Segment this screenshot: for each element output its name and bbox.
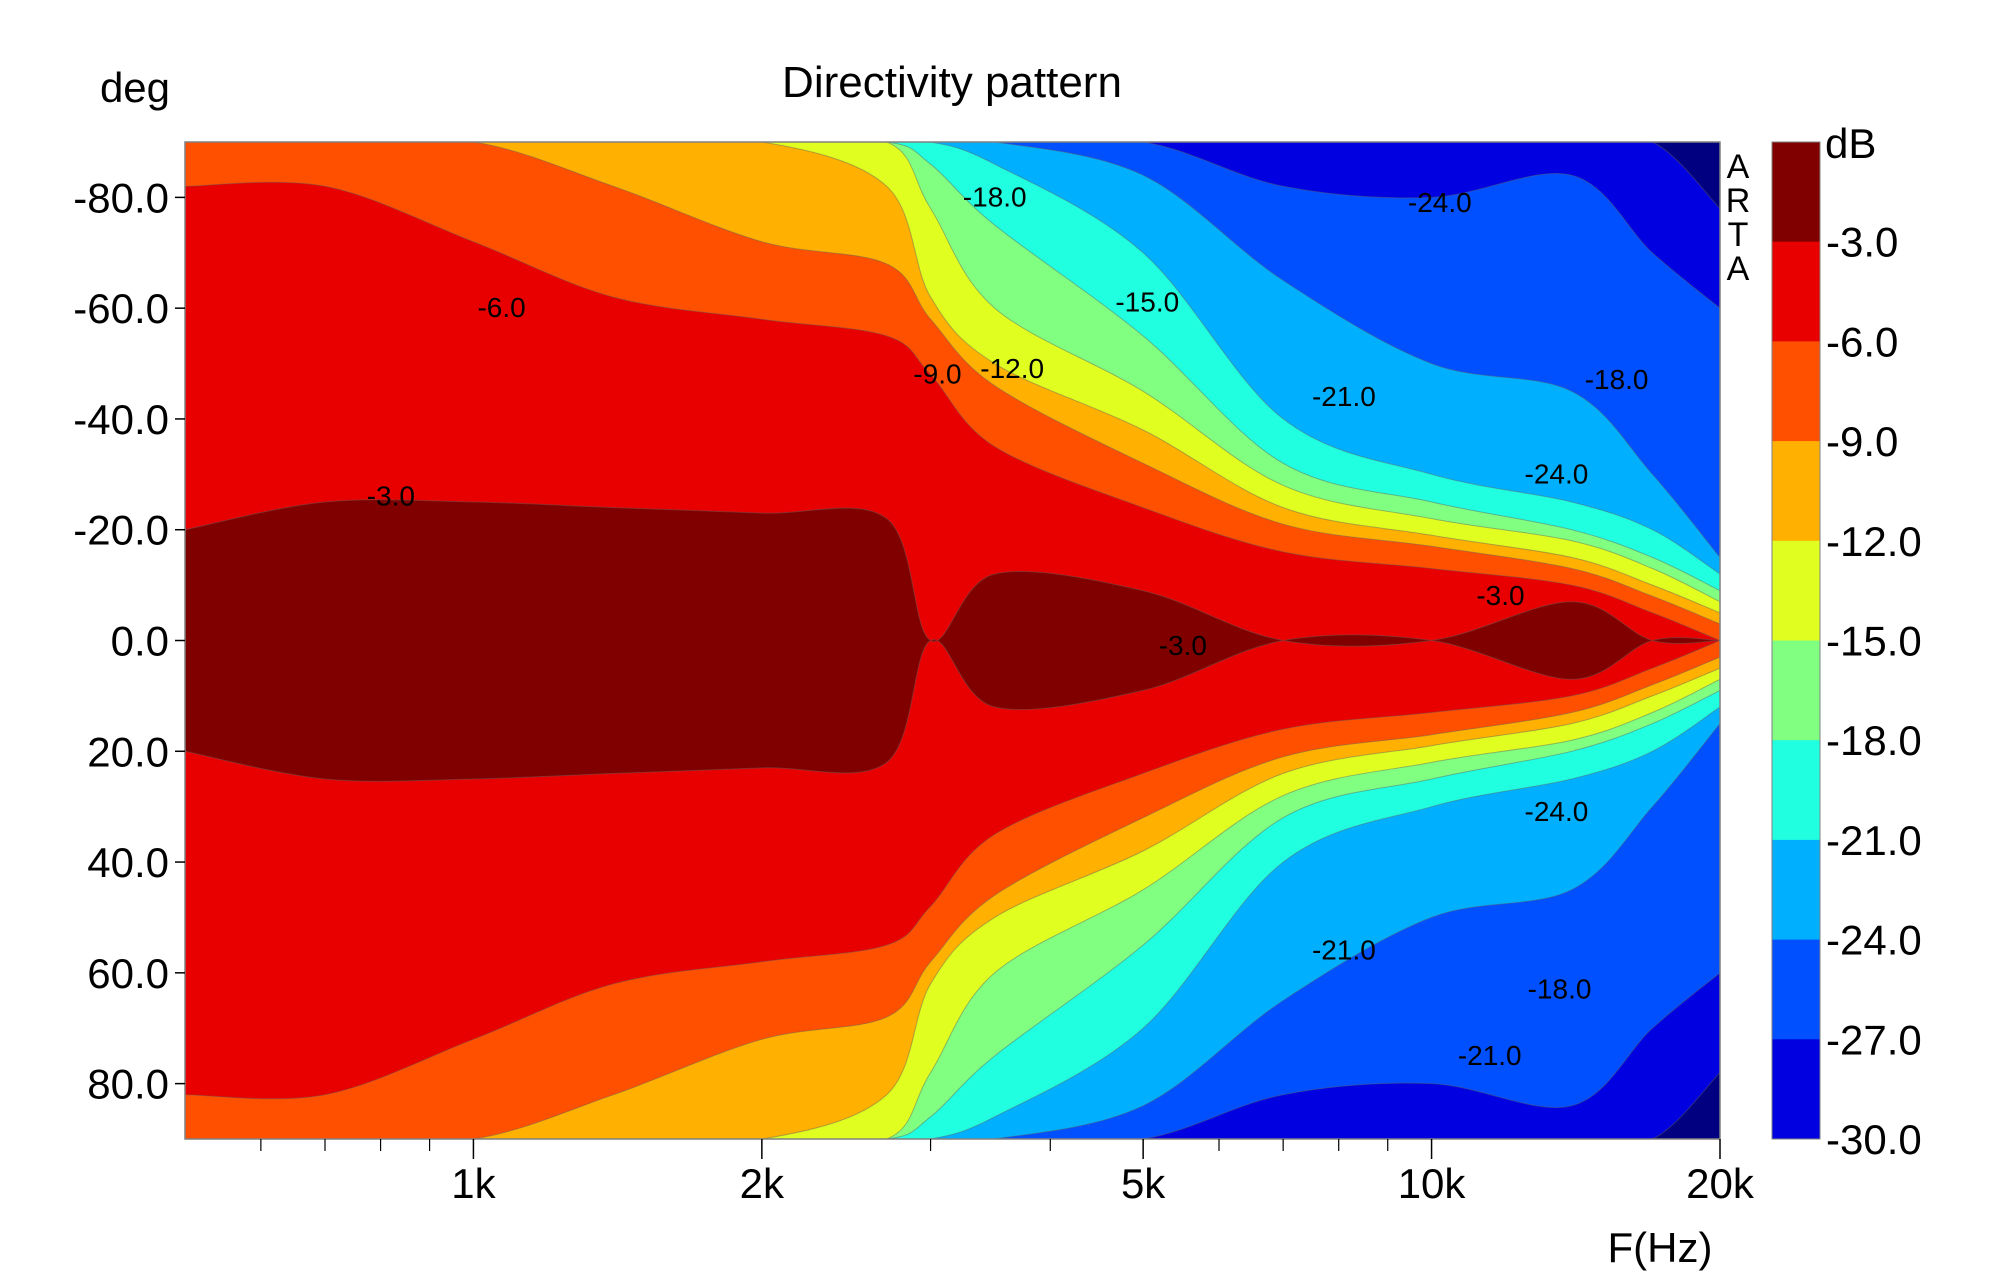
colorbar-tick-label: -18.0 <box>1826 717 1922 764</box>
contour-label: -24.0 <box>1525 458 1589 489</box>
contour-label: -3.0 <box>1159 630 1207 661</box>
colorbar-cell <box>1772 341 1820 442</box>
watermark-letter: T <box>1728 216 1749 254</box>
y-tick-label: -60.0 <box>73 285 169 332</box>
colorbar-cell <box>1772 540 1820 641</box>
contour-label: -9.0 <box>913 359 961 390</box>
contour-label: -15.0 <box>1115 287 1179 318</box>
colorbar-cell <box>1772 640 1820 741</box>
x-axis-ticks: 1k 2k 5k 10k 20k <box>260 1139 1755 1207</box>
colorbar-cell <box>1772 241 1820 342</box>
y-tick-label: 60.0 <box>87 950 169 997</box>
colorbar-tick-label: -6.0 <box>1826 318 1898 365</box>
y-axis-label: deg <box>100 64 170 111</box>
colorbar-cell <box>1772 441 1820 542</box>
y-tick-label: -80.0 <box>73 174 169 221</box>
contour-label: -21.0 <box>1312 381 1376 412</box>
colorbar-cell <box>1772 839 1820 941</box>
colorbar-cell <box>1772 1039 1820 1140</box>
watermark-letter: A <box>1727 250 1750 288</box>
colorbar-cell <box>1772 740 1820 841</box>
colorbar-tick-label: -24.0 <box>1826 917 1922 964</box>
colorbar-tick-label: -15.0 <box>1826 618 1922 665</box>
y-tick-label: 0.0 <box>111 618 169 665</box>
watermark-letter: R <box>1726 182 1751 220</box>
colorbar-tick-label: -30.0 <box>1826 1116 1922 1163</box>
colorbar-tick-label: -3.0 <box>1826 219 1898 266</box>
colorbar-tick-label: -9.0 <box>1826 418 1898 465</box>
contour-label: -18.0 <box>1528 973 1592 1004</box>
x-tick-label: 5k <box>1121 1160 1166 1207</box>
colorbar-cell <box>1772 939 1820 1040</box>
contour-label: -21.0 <box>1312 935 1376 966</box>
contour-label: -24.0 <box>1408 187 1472 218</box>
watermark-letter: A <box>1727 148 1750 186</box>
y-tick-label: 80.0 <box>87 1061 169 1108</box>
plot-area <box>184 141 1721 1140</box>
contour-label: -24.0 <box>1525 796 1589 827</box>
contour-label: -18.0 <box>1585 364 1649 395</box>
y-tick-label: -40.0 <box>73 396 169 443</box>
contour-label: -3.0 <box>1476 580 1524 611</box>
y-tick-label: 20.0 <box>87 728 169 775</box>
colorbar-title: dB <box>1825 120 1876 167</box>
colorbar-cell <box>1772 142 1820 243</box>
contour-labels: -18.0 -24.0 -6.0 -15.0 -9.0 -12.0 -21.0 -18.0 -2… <box>367 181 1649 1071</box>
chart-title: Directivity pattern <box>782 58 1122 107</box>
colorbar-tick-label: -12.0 <box>1826 518 1922 565</box>
contour-label: -3.0 <box>367 480 415 511</box>
x-tick-label: 10k <box>1398 1160 1467 1207</box>
colorbar-tick-label: -21.0 <box>1826 817 1922 864</box>
contour-label: -18.0 <box>963 181 1027 212</box>
x-tick-label: 2k <box>740 1160 785 1207</box>
x-axis-label: F(Hz) <box>1608 1224 1713 1271</box>
contour-label: -12.0 <box>980 353 1044 384</box>
y-tick-label: -20.0 <box>73 507 169 554</box>
x-tick-label: 20k <box>1686 1160 1755 1207</box>
contour-label: -6.0 <box>477 292 525 323</box>
colorbar: dB -3.0 -6.0 -9.0 -12.0 -15.0 -18.0 -21.0 -24.0… <box>1771 120 1922 1163</box>
y-tick-label: 40.0 <box>87 839 169 886</box>
y-axis-ticks: -80.0 -60.0 -40.0 -20.0 0.0 20.0 40.0 60.0 80.0 <box>73 174 185 1108</box>
colorbar-tick-label: -27.0 <box>1826 1016 1922 1063</box>
contour-label: -21.0 <box>1458 1040 1522 1071</box>
colorbar-frame <box>1771 141 1821 1140</box>
x-tick-label: 1k <box>451 1160 496 1207</box>
